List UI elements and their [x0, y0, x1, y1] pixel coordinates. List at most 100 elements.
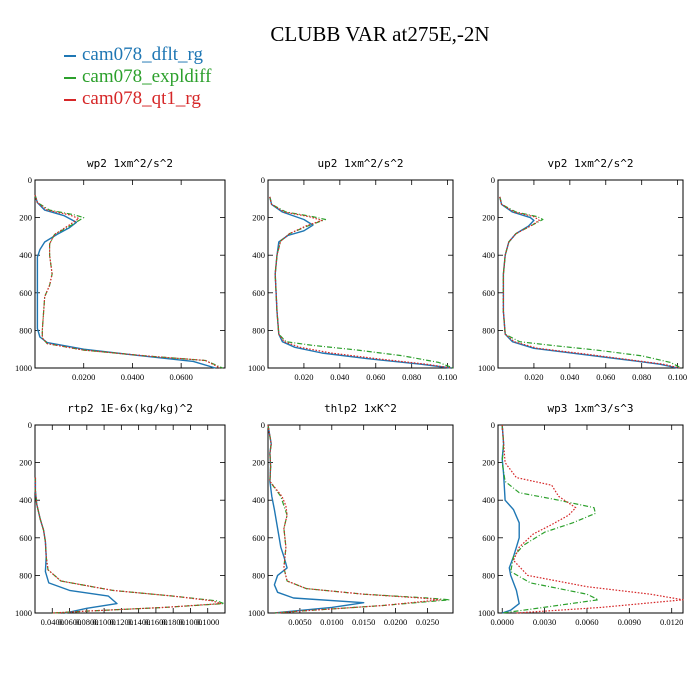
y-tick-label: 0 [491, 420, 495, 430]
plot-frame [34, 424, 226, 614]
legend-item: cam078_dflt_rg [64, 44, 211, 66]
panel-title: thlp2 1xK^2 [324, 402, 397, 415]
x-tick-label: 0.060 [366, 372, 385, 382]
y-tick-label: 600 [482, 533, 495, 543]
x-tick-label: 0.080 [632, 372, 651, 382]
legend-swatch [64, 76, 76, 79]
y-tick-label: 800 [252, 570, 265, 580]
x-tick-label: 0.020 [524, 372, 543, 382]
x-tick-label: 0.0090 [618, 617, 641, 627]
x-tick-label: 0.0050 [288, 617, 311, 627]
y-tick-label: 600 [482, 288, 495, 298]
y-tick-label: 1000 [478, 363, 495, 373]
series-line [34, 194, 221, 369]
y-tick-label: 800 [252, 325, 265, 335]
x-tick-label: 0.0060 [575, 617, 598, 627]
figure-title: CLUBB VAR at275E,-2N [270, 22, 490, 46]
x-tick-label: 0.040 [560, 372, 579, 382]
series-line [34, 477, 222, 614]
y-tick-label: 400 [482, 495, 495, 505]
legend: cam078_dflt_rg cam078_expldiff cam078_qt… [64, 44, 211, 110]
y-tick-label: 400 [19, 495, 32, 505]
x-tick-label: 0.0030 [533, 617, 556, 627]
x-tick-label: 0.100 [438, 372, 457, 382]
x-tick-label: 0.0200 [384, 617, 407, 627]
y-tick-label: 1000 [15, 363, 32, 373]
y-tick-label: 400 [252, 250, 265, 260]
chart-panel: thlp2 1xK^2 0 200 400 600 800 1000 0.0050 0.0100… [248, 402, 454, 627]
panel-title: up2 1xm^2/s^2 [317, 157, 403, 170]
x-tick-label: 0.0100 [320, 617, 343, 627]
x-tick-label: 0.0000 [491, 617, 514, 627]
series-line [267, 424, 451, 614]
legend-label: cam078_dflt_rg [82, 44, 204, 65]
x-tick-label: 0.0600 [169, 372, 192, 382]
series-line [499, 196, 680, 369]
panel-title: wp3 1xm^3/s^3 [547, 402, 633, 415]
y-tick-label: 600 [252, 533, 265, 543]
y-tick-label: 1000 [248, 363, 265, 373]
legend-item: cam078_qt1_rg [64, 88, 211, 110]
series-line [499, 196, 682, 369]
y-tick-label: 200 [252, 213, 265, 223]
y-tick-label: 400 [252, 495, 265, 505]
x-tick-label: 0.1600 [144, 617, 167, 627]
y-tick-label: 0 [491, 175, 495, 185]
series-line [34, 477, 118, 614]
x-tick-label: 0.0800 [75, 617, 98, 627]
legend-swatch [64, 54, 76, 57]
y-tick-label: 200 [482, 458, 495, 468]
plot-frame [497, 424, 684, 614]
y-tick-label: 1000 [248, 608, 265, 618]
x-tick-label: 0.0120 [660, 617, 683, 627]
panel-title: vp2 1xm^2/s^2 [547, 157, 633, 170]
y-tick-label: 600 [252, 288, 265, 298]
x-tick-label: 0.0400 [41, 617, 64, 627]
y-tick-label: 200 [19, 458, 32, 468]
series-line [501, 424, 684, 614]
x-tick-label: 0.1000 [92, 617, 115, 627]
x-tick-label: 0.020 [294, 372, 313, 382]
panel-title: rtp2 1E-6x(kg/kg)^2 [67, 402, 193, 415]
chart-panel: vp2 1xm^2/s^2 0 200 400 600 800 1000 0.020 0.040… [478, 157, 687, 382]
plot-frame [497, 179, 684, 369]
x-tick-label: 0.0200 [72, 372, 95, 382]
x-tick-label: 0.0150 [352, 617, 375, 627]
plot-frame [34, 179, 226, 369]
legend-item: cam078_expldiff [64, 66, 211, 88]
x-tick-label: 0.0250 [416, 617, 439, 627]
series-line [267, 424, 441, 614]
plot-frame [267, 179, 454, 369]
legend-label: cam078_expldiff [82, 66, 212, 87]
series-line [269, 196, 452, 369]
x-tick-label: 0.040 [330, 372, 349, 382]
x-tick-label: 0.080 [402, 372, 421, 382]
y-tick-label: 800 [19, 570, 32, 580]
series-line [34, 477, 225, 614]
x-tick-label: 0.060 [596, 372, 615, 382]
y-tick-label: 800 [482, 325, 495, 335]
y-tick-label: 800 [482, 570, 495, 580]
y-tick-label: 1000 [15, 608, 32, 618]
x-tick-label: 0.1000 [179, 617, 202, 627]
series-line [501, 424, 599, 614]
legend-swatch [64, 98, 76, 101]
x-tick-label: 0.0400 [121, 372, 144, 382]
panel-title: wp2 1xm^2/s^2 [87, 157, 173, 170]
y-tick-label: 0 [261, 175, 265, 185]
series-line [501, 424, 520, 614]
x-tick-label: 0.0600 [58, 617, 81, 627]
series-line [269, 196, 452, 369]
y-tick-label: 600 [19, 288, 32, 298]
y-tick-label: 0 [261, 420, 265, 430]
legend-label: cam078_qt1_rg [82, 88, 201, 109]
series-line [34, 194, 223, 369]
plot-frame [267, 424, 454, 614]
x-tick-label: 0.100 [668, 372, 687, 382]
x-tick-label: 0.1800 [161, 617, 184, 627]
y-tick-label: 200 [19, 213, 32, 223]
x-tick-label: 0.1400 [127, 617, 150, 627]
y-tick-label: 0 [28, 175, 32, 185]
